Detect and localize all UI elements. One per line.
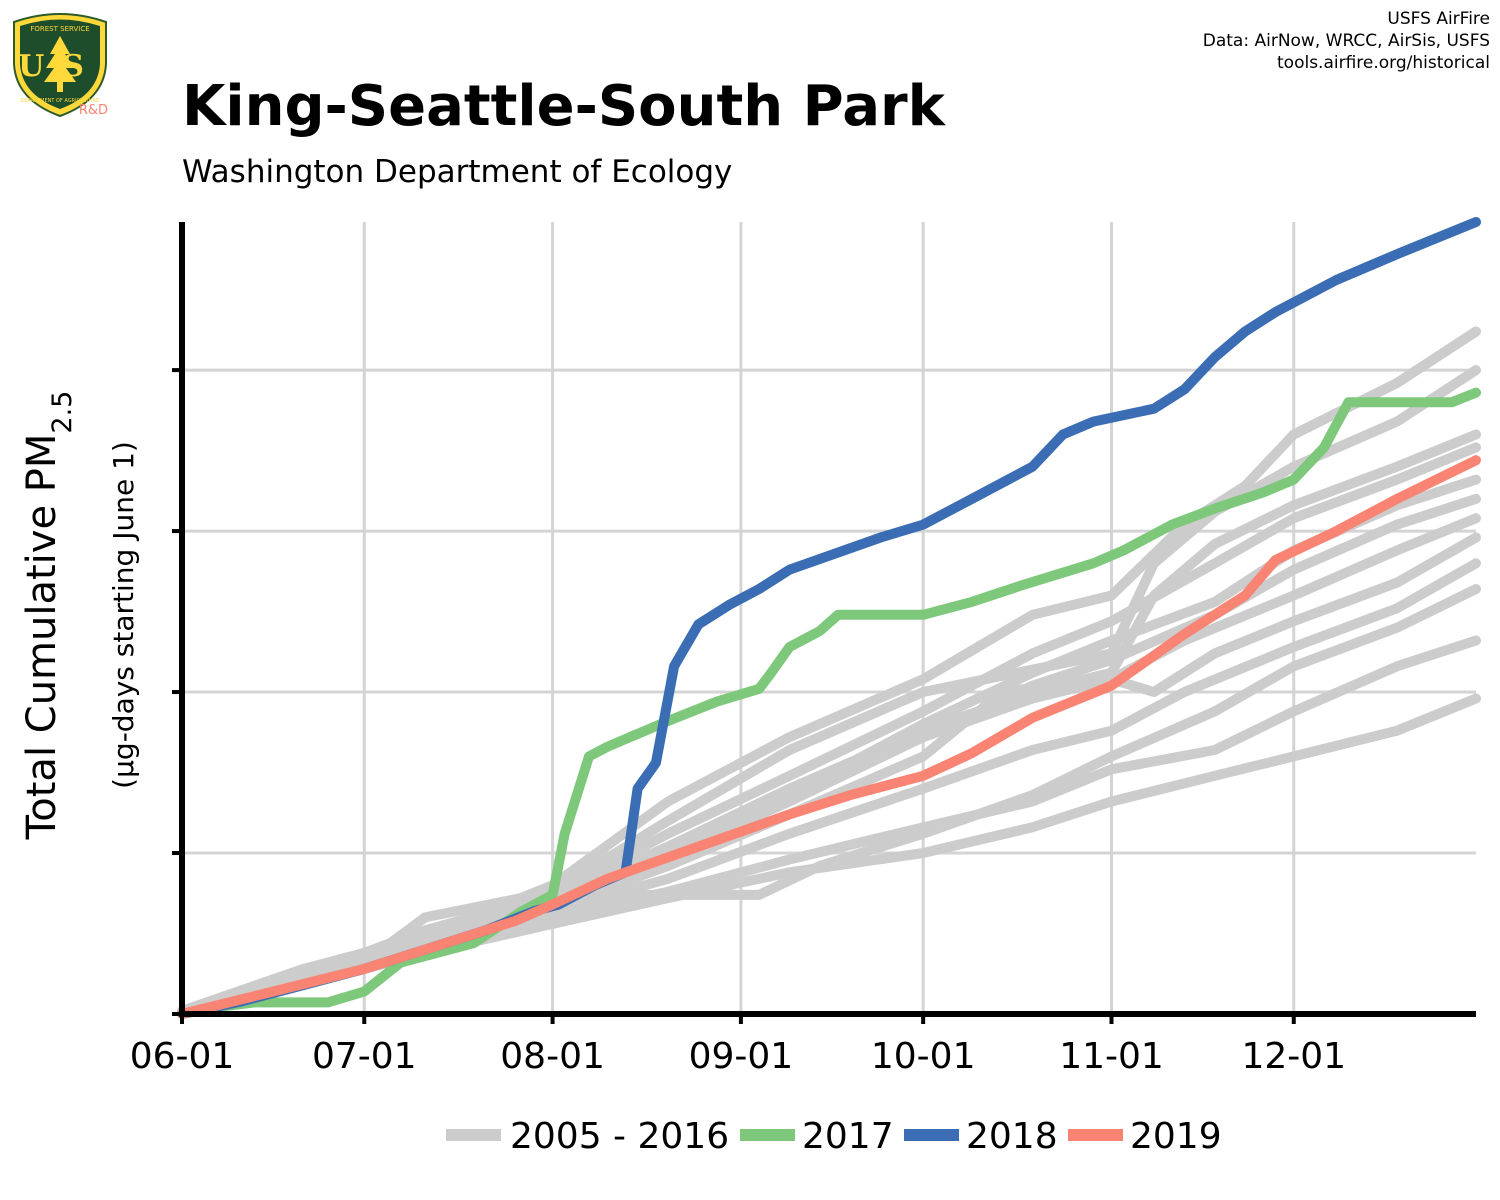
y-axis-label-group: Total Cumulative PM2.5 (µg-days starting… bbox=[19, 391, 140, 841]
credit-line: Data: AirNow, WRCC, AirSis, USFS bbox=[1202, 31, 1490, 51]
logo-rd-tag: R&D bbox=[79, 103, 108, 118]
series-2017-line bbox=[177, 387, 1481, 1019]
y-axis-label: Total Cumulative PM2.5 bbox=[19, 391, 78, 841]
x-tick-label: 09-01 bbox=[689, 1036, 794, 1077]
x-tick-label: 10-01 bbox=[871, 1036, 976, 1077]
x-tick-label: 06-01 bbox=[130, 1036, 235, 1077]
usfs-logo: FOREST SERVICE US DEPARTMENT OF AGRICULT… bbox=[13, 13, 108, 118]
legend-label: 2019 bbox=[1130, 1116, 1222, 1157]
x-tick-label: 07-01 bbox=[312, 1036, 417, 1077]
tree-icon bbox=[44, 36, 76, 92]
axes bbox=[172, 222, 1476, 1024]
logo-top-text: FOREST SERVICE bbox=[30, 25, 89, 33]
series-2019-line bbox=[177, 455, 1481, 1019]
x-tick-label: 11-01 bbox=[1059, 1036, 1164, 1077]
legend: 2005 - 2016 2017 2018 2019 bbox=[446, 1116, 1222, 1157]
x-tick-labels: 06-01 07-01 08-01 09-01 10-01 11-01 12-01 bbox=[130, 1036, 1346, 1077]
legend-label: 2018 bbox=[966, 1116, 1058, 1157]
credits: USFS AirFire Data: AirNow, WRCC, AirSis,… bbox=[1203, 8, 1490, 74]
logo-letters: US bbox=[18, 49, 102, 84]
logo-bottom-text: DEPARTMENT OF AGRICULTURE bbox=[21, 98, 99, 104]
credit-line: USFS AirFire bbox=[1387, 9, 1490, 29]
x-tick-label: 08-01 bbox=[500, 1036, 605, 1077]
chart-title: King-Seattle-South Park bbox=[182, 74, 945, 139]
x-tick-label: 12-01 bbox=[1241, 1036, 1346, 1077]
chart-subtitle: Washington Department of Ecology bbox=[182, 154, 733, 190]
credit-line: tools.airfire.org/historical bbox=[1277, 53, 1490, 73]
y-axis-sublabel: (µg-days starting June 1) bbox=[107, 441, 140, 789]
historical-series-line bbox=[177, 513, 1481, 1019]
legend-label: 2005 - 2016 bbox=[510, 1116, 729, 1157]
legend-label: 2017 bbox=[802, 1116, 894, 1157]
highlight-series-group bbox=[177, 217, 1481, 1019]
historical-series-group bbox=[177, 326, 1481, 1019]
